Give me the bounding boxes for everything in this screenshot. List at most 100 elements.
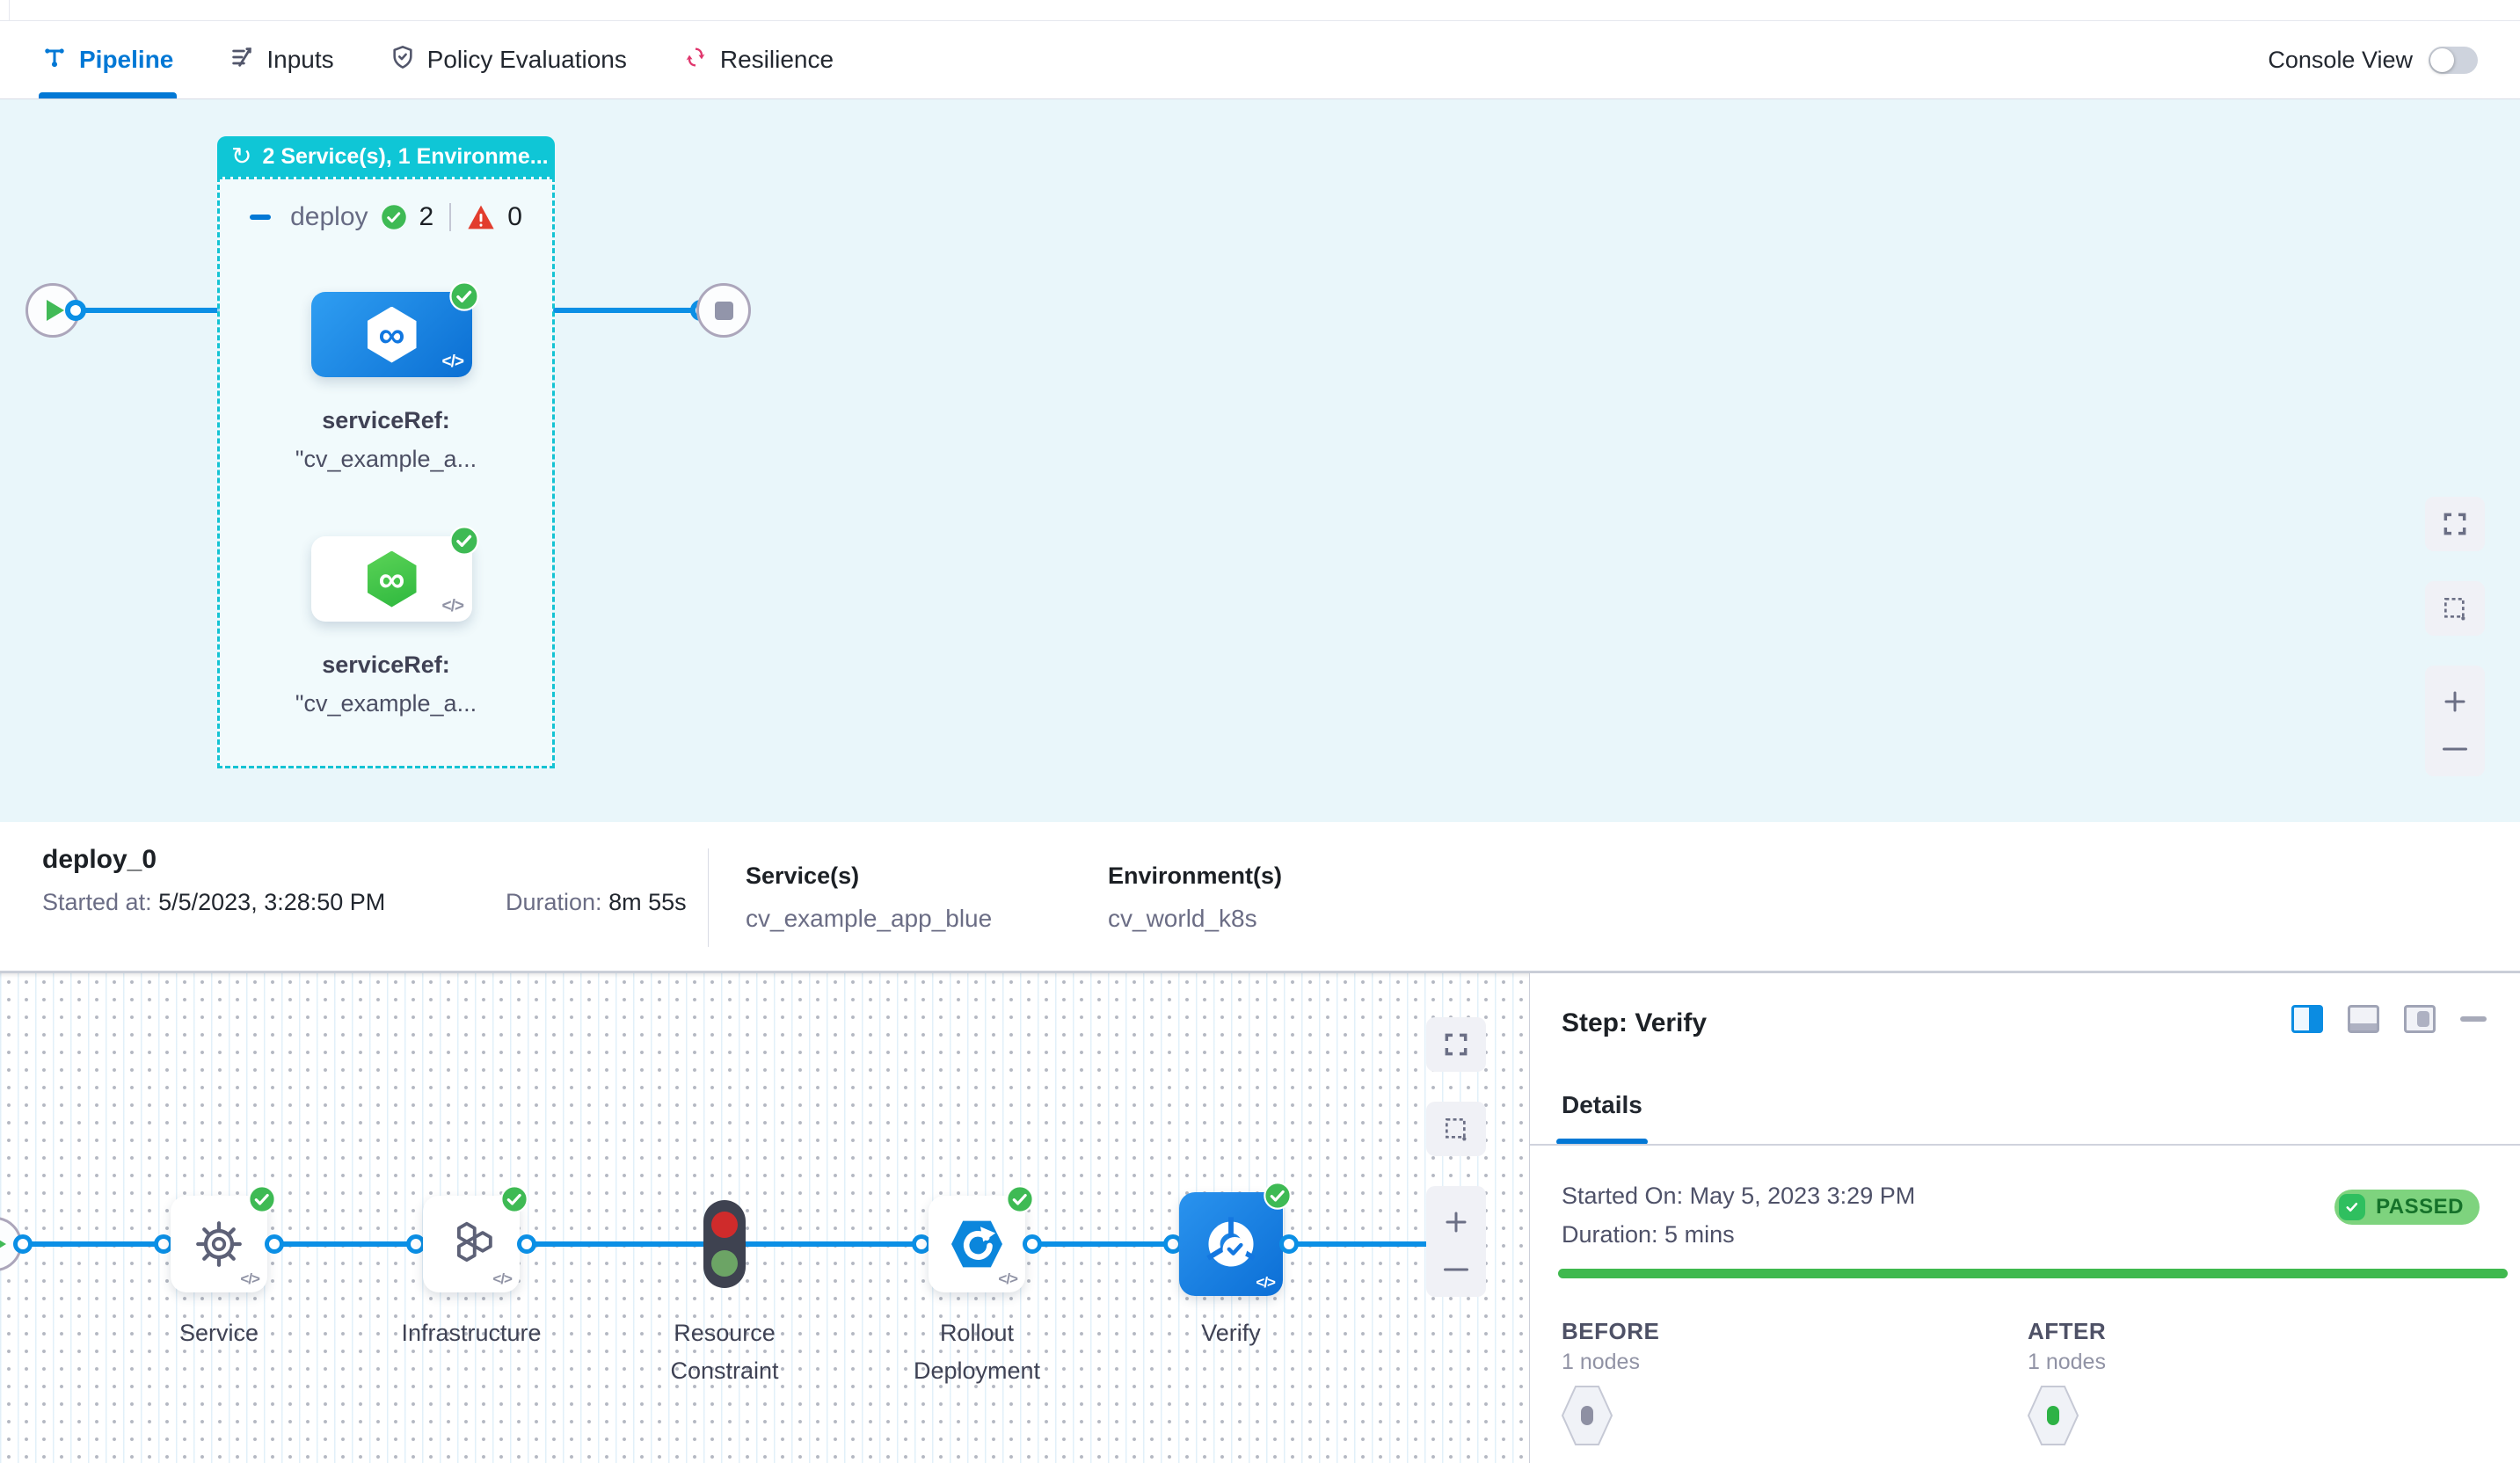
before-label: BEFORE (1562, 1318, 1660, 1344)
service-node-card[interactable]: ∞ </> (311, 281, 479, 377)
service-node-card[interactable]: ∞ </> (311, 526, 479, 622)
pipeline-end-node (696, 283, 751, 338)
zoom-in-button[interactable] (1443, 1209, 1469, 1235)
step-label: Infrastructure (401, 1320, 542, 1346)
minimize-icon[interactable] (2460, 1016, 2487, 1022)
tab-details[interactable]: Details (1562, 1091, 1642, 1118)
tab-bar: Pipeline Inputs Policy Evaluations (0, 21, 2520, 99)
success-check-icon (381, 205, 406, 229)
code-icon: </> (441, 353, 465, 371)
count-divider (449, 203, 452, 231)
fail-count: 0 (507, 202, 522, 231)
step-duration: Duration: 5 mins (1562, 1221, 1735, 1248)
success-badge-icon (500, 1185, 528, 1213)
after-count: 1 nodes (2028, 1350, 2106, 1374)
toggle-knob (2430, 47, 2454, 72)
fullscreen-button[interactable] (1426, 1017, 1486, 1072)
fullscreen-icon (1445, 1033, 1468, 1056)
zoom-in-button[interactable] (2442, 688, 2468, 715)
edge-line (553, 308, 696, 313)
step-service[interactable]: </> (171, 1185, 276, 1292)
connector-dot (13, 1234, 33, 1254)
layout-right-split-icon[interactable] (2291, 1005, 2323, 1033)
active-tab-underline (1556, 1139, 1648, 1145)
services-label: Service(s) (746, 863, 860, 889)
stage-run-name: deploy_0 (42, 845, 157, 874)
marquee-select-button[interactable] (1426, 1102, 1486, 1156)
success-badge-icon (449, 281, 479, 311)
vertical-divider (708, 848, 709, 947)
before-node-hexagon[interactable] (1561, 1385, 1613, 1451)
step-details-panel: Step: Verify Details Started On: May 5, … (1529, 973, 2520, 1463)
fullscreen-button[interactable] (2425, 497, 2485, 551)
execution-graph-canvas: </> Service </> Infrastructure (0, 973, 1529, 1463)
connector-dot (517, 1234, 536, 1254)
after-label: AFTER (2028, 1318, 2107, 1344)
edge-line (84, 308, 220, 313)
stop-icon (714, 301, 733, 320)
play-icon (0, 1234, 6, 1255)
play-icon (47, 300, 64, 321)
fullscreen-icon (2444, 513, 2466, 535)
marquee-select-button[interactable] (2425, 581, 2485, 636)
step-rollout-deployment[interactable]: </> (929, 1185, 1034, 1292)
success-badge-icon (1264, 1182, 1292, 1210)
marquee-icon (2444, 598, 2465, 621)
marquee-icon (1446, 1118, 1467, 1141)
step-resource-constraint[interactable] (703, 1200, 746, 1288)
step-infrastructure[interactable]: </> (423, 1185, 528, 1292)
layout-floating-icon[interactable] (2404, 1005, 2436, 1033)
services-value: cv_example_app_blue (746, 905, 993, 932)
after-node-hexagon[interactable] (2027, 1385, 2079, 1451)
top-strip (0, 0, 2520, 21)
layout-bottom-split-icon[interactable] (2348, 1005, 2379, 1033)
connector-dot (1023, 1234, 1042, 1254)
step-verify[interactable]: </> (1179, 1182, 1292, 1296)
stage-group-title: 2 Service(s), 1 Environme... (262, 143, 549, 169)
console-view-label: Console View (2268, 46, 2413, 73)
resilience-icon (683, 45, 708, 76)
success-badge-icon (1006, 1185, 1034, 1213)
tab-pipeline[interactable]: Pipeline (38, 21, 178, 98)
console-view-toggle[interactable] (2429, 46, 2478, 74)
verification-progress-bar (1558, 1269, 2508, 1278)
deploy-label: deploy (290, 202, 368, 231)
shield-check-icon (390, 45, 415, 76)
environments-label: Environment(s) (1108, 863, 1283, 889)
zoom-out-button[interactable] (2442, 745, 2468, 753)
code-icon: </> (240, 1270, 260, 1287)
step-label: Resource Constraint (670, 1320, 779, 1384)
code-icon: </> (998, 1270, 1018, 1287)
status-badge-label: PASSED (2376, 1195, 2464, 1219)
tab-inputs[interactable]: Inputs (229, 21, 334, 98)
stage-graph-canvas: ↻ 2 Service(s), 1 Environme... deploy 2 … (0, 99, 2520, 822)
tab-inputs-label: Inputs (266, 46, 334, 73)
success-badge-icon (248, 1185, 276, 1213)
traffic-light-green (711, 1249, 738, 1277)
service-ref-label: serviceRef: "cv_example_a... (295, 651, 477, 717)
stage-group-header[interactable]: ↻ 2 Service(s), 1 Environme... (217, 136, 555, 177)
connector-dot (265, 1234, 284, 1254)
tab-divider (1530, 1144, 2520, 1146)
hexagons-icon (456, 1221, 492, 1263)
inputs-icon (229, 45, 254, 76)
code-icon: </> (1256, 1274, 1276, 1291)
deploy-matrix-row: deploy 2 0 (220, 202, 552, 232)
pipeline-icon (42, 45, 67, 76)
tab-policy-evaluations-label: Policy Evaluations (426, 46, 627, 73)
harness-hexagon-icon: ∞ (367, 306, 417, 363)
started-at: Started at: 5/5/2023, 3:28:50 PM (42, 889, 386, 915)
tab-policy-evaluations[interactable]: Policy Evaluations (390, 21, 627, 98)
tab-resilience[interactable]: Resilience (683, 21, 834, 98)
code-icon: </> (492, 1270, 513, 1287)
harness-hexagon-icon: ∞ (367, 550, 417, 608)
service-ref-label: serviceRef: "cv_example_a... (295, 407, 477, 472)
collapse-icon[interactable] (250, 215, 272, 220)
deploy-stage-group[interactable]: ↻ 2 Service(s), 1 Environme... deploy 2 … (217, 136, 555, 768)
zoom-out-button[interactable] (1443, 1265, 1469, 1274)
step-label: Service (178, 1320, 259, 1346)
code-icon: </> (441, 597, 465, 615)
stage-group-body: deploy 2 0 ∞ </> (217, 177, 555, 768)
tab-pipeline-label: Pipeline (79, 46, 174, 73)
